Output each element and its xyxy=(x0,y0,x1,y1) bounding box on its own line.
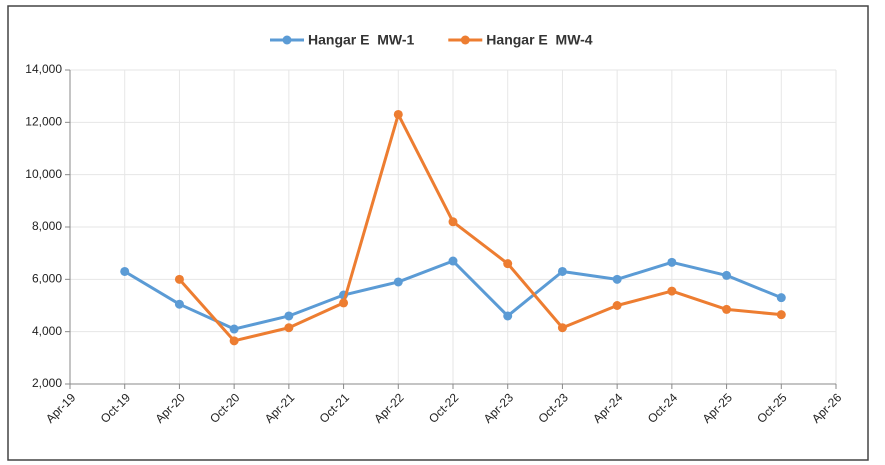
data-point xyxy=(284,323,294,333)
legend-label: Hangar E MW-1 xyxy=(308,32,414,48)
data-point xyxy=(174,274,184,284)
data-point xyxy=(557,266,567,276)
data-point xyxy=(339,298,349,308)
data-point xyxy=(776,310,786,320)
y-tick-label: 12,000 xyxy=(25,115,62,129)
y-tick-label: 14,000 xyxy=(25,62,62,76)
data-point xyxy=(557,323,567,333)
data-point xyxy=(448,217,458,227)
legend-label: Hangar E MW-4 xyxy=(486,32,592,48)
data-point xyxy=(393,277,403,287)
legend-marker xyxy=(282,35,292,45)
data-point xyxy=(612,274,622,284)
y-tick-label: 10,000 xyxy=(25,167,62,181)
data-point xyxy=(284,311,294,321)
legend-marker xyxy=(460,35,470,45)
data-point xyxy=(229,324,239,334)
y-tick-label: 4,000 xyxy=(32,324,62,338)
data-point xyxy=(667,257,677,267)
data-point xyxy=(776,293,786,303)
data-point xyxy=(120,266,130,276)
data-point xyxy=(174,299,184,309)
data-point xyxy=(722,304,732,314)
data-point xyxy=(448,256,458,266)
series-line xyxy=(178,112,782,343)
data-point xyxy=(393,109,403,119)
legend: Hangar E MW-1 Hangar E MW-4 xyxy=(270,32,593,48)
y-tick-label: 2,000 xyxy=(32,376,62,390)
data-point xyxy=(667,286,677,296)
data-point xyxy=(503,259,513,269)
data-point xyxy=(612,301,622,310)
data-point xyxy=(229,336,239,346)
y-tick-label: 6,000 xyxy=(32,272,62,286)
chart-frame xyxy=(7,5,869,461)
data-point xyxy=(722,270,732,280)
y-tick-label: 8,000 xyxy=(32,219,62,233)
data-point xyxy=(503,311,513,321)
